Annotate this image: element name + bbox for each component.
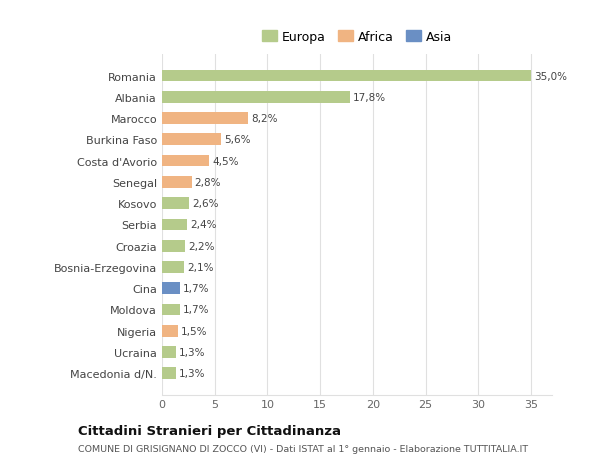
Bar (162, 325, 178, 337)
Bar (162, 71, 531, 82)
Bar (162, 262, 184, 273)
Text: 2,8%: 2,8% (194, 178, 221, 187)
Text: 5,6%: 5,6% (224, 135, 251, 145)
Bar (162, 177, 191, 188)
Text: 8,2%: 8,2% (251, 114, 278, 124)
Bar (162, 304, 180, 316)
Text: 2,2%: 2,2% (188, 241, 215, 251)
Legend: Europa, Africa, Asia: Europa, Africa, Asia (258, 28, 456, 48)
Bar (162, 156, 209, 167)
Bar (162, 283, 180, 294)
Text: 2,4%: 2,4% (190, 220, 217, 230)
Bar (162, 347, 176, 358)
Text: 2,1%: 2,1% (187, 263, 214, 272)
Text: 1,3%: 1,3% (179, 347, 205, 357)
Bar (162, 368, 176, 379)
Text: 35,0%: 35,0% (534, 71, 567, 81)
Bar (162, 241, 185, 252)
Bar (162, 113, 248, 125)
Text: 1,7%: 1,7% (183, 305, 209, 315)
Bar (162, 92, 350, 103)
Text: 1,7%: 1,7% (183, 284, 209, 294)
Text: 1,3%: 1,3% (179, 369, 205, 379)
Bar (162, 219, 187, 231)
Text: COMUNE DI GRISIGNANO DI ZOCCO (VI) - Dati ISTAT al 1° gennaio - Elaborazione TUT: COMUNE DI GRISIGNANO DI ZOCCO (VI) - Dat… (78, 444, 528, 453)
Text: 2,6%: 2,6% (193, 199, 219, 209)
Bar (162, 134, 221, 146)
Text: Cittadini Stranieri per Cittadinanza: Cittadini Stranieri per Cittadinanza (78, 424, 341, 437)
Bar (162, 198, 190, 209)
Text: 1,5%: 1,5% (181, 326, 208, 336)
Text: 17,8%: 17,8% (353, 93, 386, 102)
Text: 4,5%: 4,5% (212, 156, 239, 166)
